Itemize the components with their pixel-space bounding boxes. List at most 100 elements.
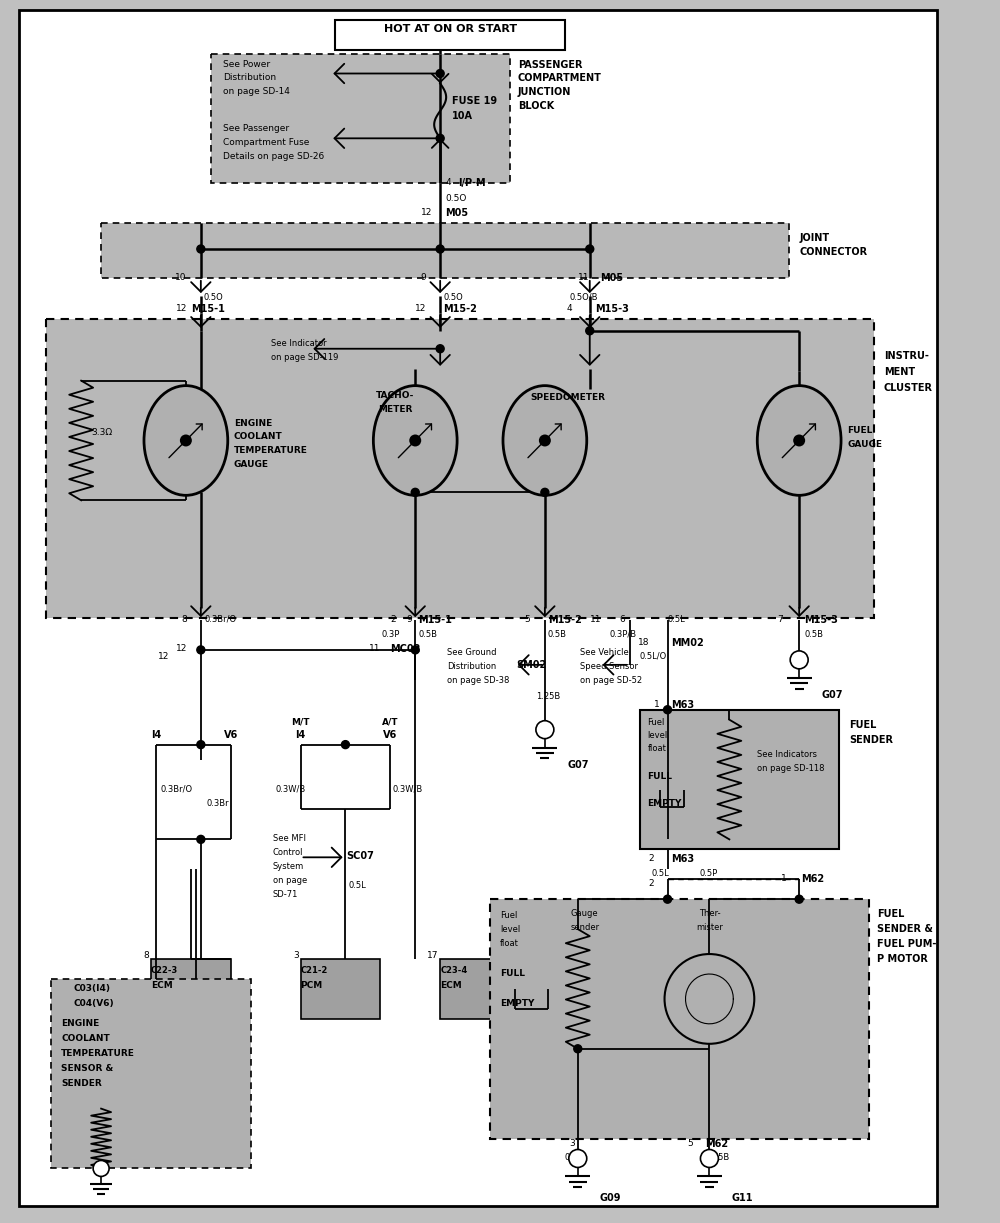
Text: MC02: MC02	[390, 645, 421, 654]
Text: CONNECTOR: CONNECTOR	[799, 247, 867, 257]
Text: 1.25B: 1.25B	[536, 692, 560, 701]
Text: 11: 11	[590, 615, 601, 624]
Circle shape	[341, 741, 349, 748]
Text: V6: V6	[383, 730, 397, 740]
Text: FUEL: FUEL	[847, 426, 872, 434]
Text: sender: sender	[570, 923, 599, 932]
Bar	[301, 959, 380, 1019]
Text: FUEL PUM-: FUEL PUM-	[877, 939, 936, 949]
Text: 0.5O: 0.5O	[443, 292, 463, 302]
Text: Details on page SD-26: Details on page SD-26	[223, 153, 324, 161]
Text: 5: 5	[524, 615, 530, 624]
Bar	[101, 223, 789, 278]
Text: 8: 8	[181, 615, 187, 624]
Text: 7: 7	[777, 615, 783, 624]
Text: M15-2: M15-2	[548, 615, 582, 625]
Bar	[490, 899, 869, 1139]
Text: 18: 18	[638, 638, 650, 647]
Text: 0.5L/O: 0.5L/O	[640, 652, 667, 660]
Text: M15-3: M15-3	[804, 615, 838, 625]
Text: PASSENGER: PASSENGER	[518, 60, 582, 70]
Text: 12: 12	[158, 652, 169, 660]
Text: 12: 12	[175, 645, 187, 653]
Circle shape	[574, 1044, 582, 1053]
Bar	[46, 319, 874, 618]
Text: JUNCTION: JUNCTION	[518, 88, 571, 98]
Text: G07: G07	[821, 690, 843, 700]
Circle shape	[541, 488, 549, 497]
Text: M63: M63	[672, 855, 695, 865]
Text: 0.3P: 0.3P	[382, 630, 400, 638]
Text: See Passenger: See Passenger	[223, 125, 289, 133]
Text: C23-4: C23-4	[440, 966, 467, 975]
Text: 12: 12	[415, 305, 426, 313]
Text: Fuel: Fuel	[648, 718, 665, 726]
Text: 0.3Br/O: 0.3Br/O	[161, 784, 193, 794]
Text: C21-2: C21-2	[301, 966, 328, 975]
Circle shape	[411, 646, 419, 654]
Text: 5: 5	[688, 1139, 693, 1147]
Circle shape	[790, 651, 808, 669]
Text: level: level	[500, 925, 520, 934]
Text: on page SD-52: on page SD-52	[580, 676, 642, 685]
Text: I/P-M: I/P-M	[458, 179, 486, 188]
Text: FUSE 19: FUSE 19	[452, 97, 497, 106]
Text: 9: 9	[406, 615, 412, 624]
Text: See Ground: See Ground	[447, 648, 497, 657]
Bar	[640, 709, 839, 849]
Circle shape	[795, 895, 803, 904]
Bar	[151, 959, 231, 1019]
Text: 0.5P: 0.5P	[699, 870, 718, 878]
Text: COOLANT: COOLANT	[234, 433, 282, 442]
Text: 0.5B: 0.5B	[804, 630, 823, 638]
Circle shape	[664, 706, 672, 714]
Text: GAUGE: GAUGE	[234, 460, 269, 470]
Text: 0.5O/B: 0.5O/B	[570, 292, 598, 302]
Text: 10A: 10A	[452, 111, 473, 121]
Text: M15-1: M15-1	[418, 615, 452, 625]
Text: Control: Control	[273, 849, 303, 857]
Text: 0.5O: 0.5O	[445, 194, 467, 203]
Text: M05: M05	[600, 273, 623, 283]
Text: 11: 11	[578, 274, 589, 283]
Text: See MFI: See MFI	[273, 834, 306, 844]
Text: M15-2: M15-2	[443, 303, 477, 314]
Text: level: level	[648, 730, 668, 740]
Text: ENGINE: ENGINE	[234, 418, 272, 428]
Circle shape	[197, 646, 205, 654]
Text: Distribution: Distribution	[447, 662, 496, 671]
Text: V6: V6	[224, 730, 238, 740]
Text: FUEL: FUEL	[849, 719, 876, 730]
Text: G09: G09	[600, 1194, 621, 1203]
Circle shape	[665, 954, 754, 1043]
Text: TEMPERATURE: TEMPERATURE	[234, 446, 308, 455]
Text: on page SD-14: on page SD-14	[223, 88, 290, 97]
Text: Compartment Fuse: Compartment Fuse	[223, 138, 309, 147]
Bar	[440, 959, 520, 1019]
Text: 0.5O: 0.5O	[204, 292, 224, 302]
Text: METER: METER	[378, 405, 412, 413]
Text: 17: 17	[427, 951, 438, 960]
Text: M62: M62	[801, 874, 824, 884]
Text: 1.25B: 1.25B	[705, 1153, 730, 1163]
Text: Gauge: Gauge	[571, 909, 599, 918]
Text: JOINT: JOINT	[799, 234, 829, 243]
Circle shape	[664, 895, 672, 904]
Text: See Power: See Power	[223, 60, 270, 68]
Text: EMPTY: EMPTY	[500, 999, 534, 1008]
Text: MENT: MENT	[884, 367, 915, 377]
Text: M62: M62	[705, 1139, 729, 1148]
Text: C22-3: C22-3	[151, 966, 178, 975]
Text: 0.5L: 0.5L	[348, 882, 366, 890]
Bar	[51, 978, 251, 1168]
Text: 0.5L: 0.5L	[652, 870, 669, 878]
Text: GAUGE: GAUGE	[847, 440, 882, 450]
Text: See Indicators: See Indicators	[757, 750, 817, 758]
Text: SENDER &: SENDER &	[877, 925, 933, 934]
Text: SPEEDOMETER: SPEEDOMETER	[530, 393, 605, 401]
Text: on page SD-119: on page SD-119	[271, 352, 338, 362]
Text: FULL: FULL	[500, 969, 525, 978]
Text: System: System	[273, 862, 304, 871]
Circle shape	[793, 434, 805, 446]
Circle shape	[436, 345, 444, 352]
